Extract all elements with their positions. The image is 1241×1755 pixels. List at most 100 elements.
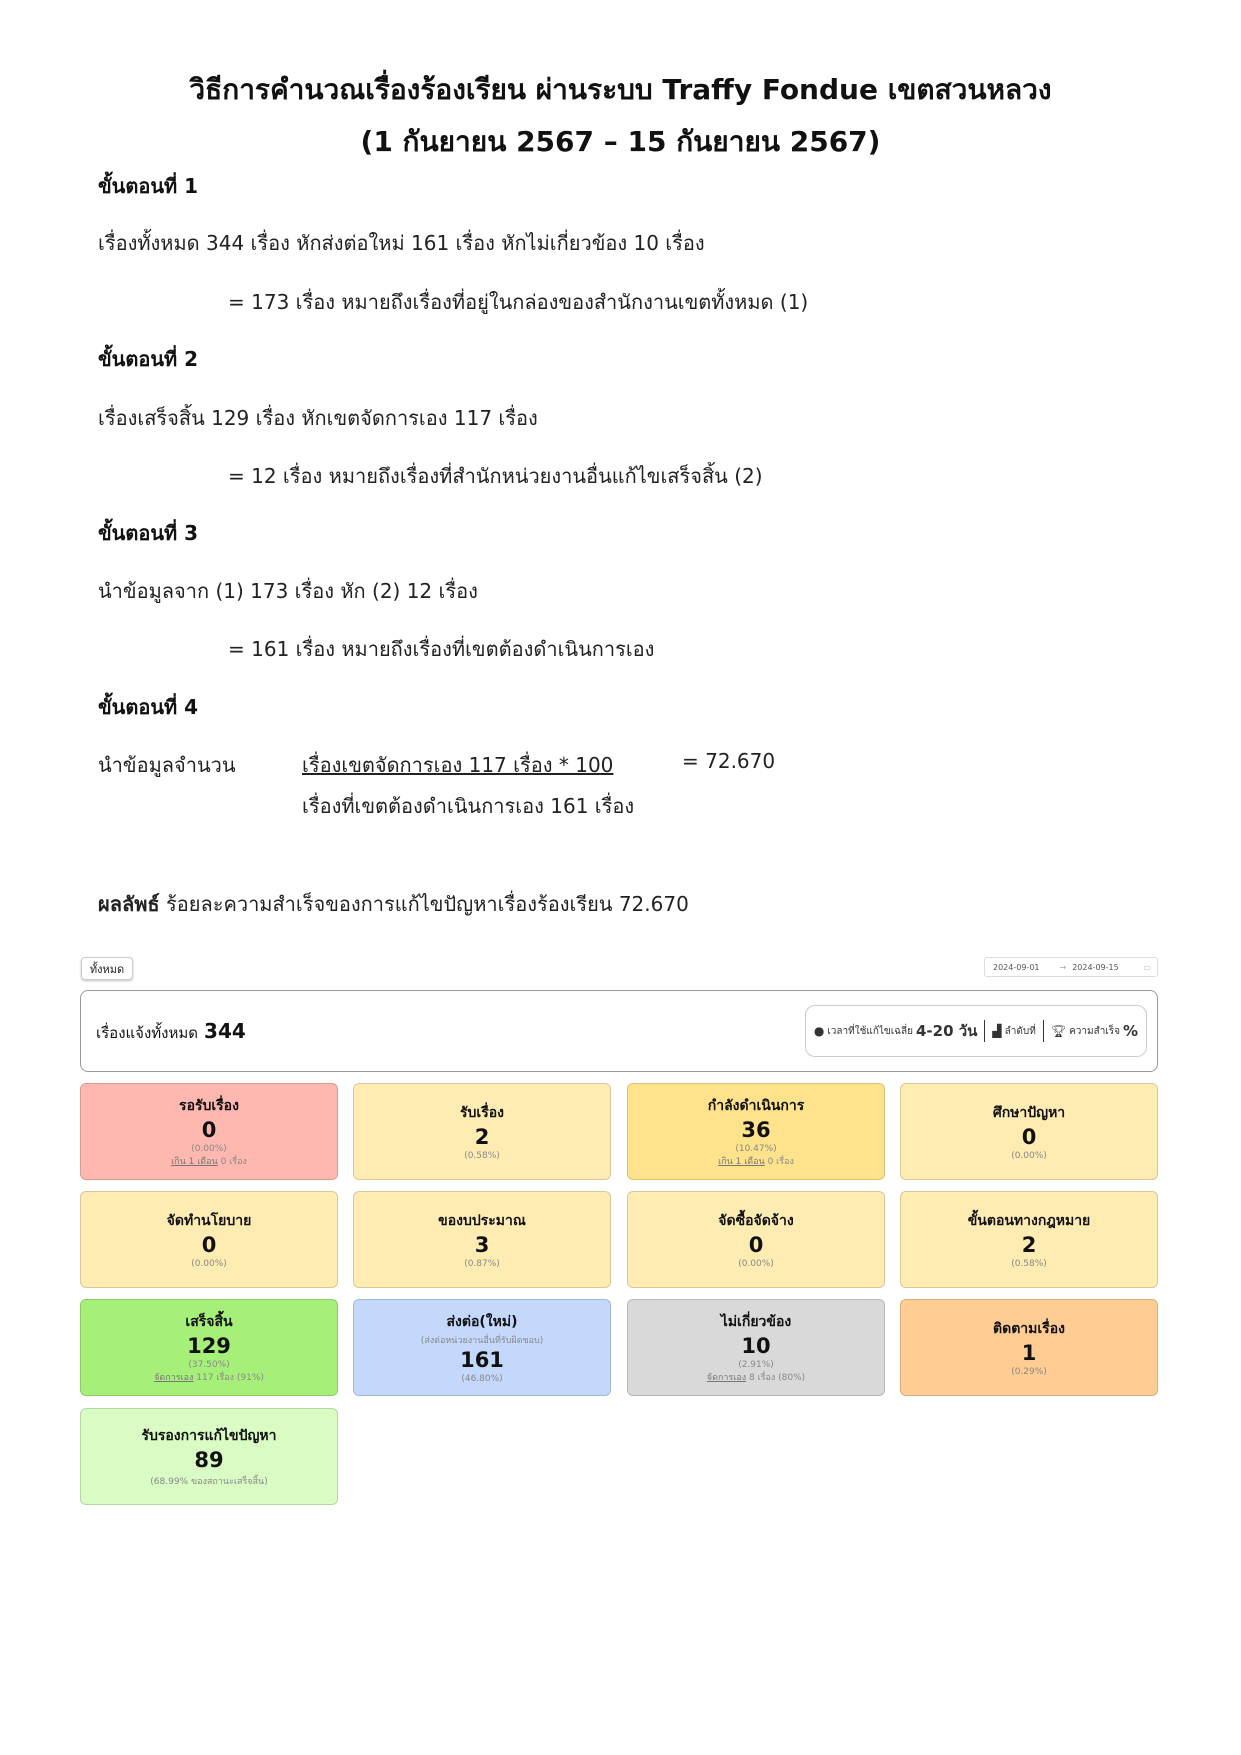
avg-time-label: เวลาที่ใช้แก้ไขเฉลี่ย xyxy=(827,1025,913,1037)
card-value: 2 xyxy=(474,1125,490,1149)
card-value: 10 xyxy=(741,1334,771,1358)
card-percent: (0.00%) xyxy=(191,1259,227,1269)
avg-time-value: 4-20 วัน xyxy=(915,1022,978,1040)
step-4-heading: ขั้นตอนที่ 4 xyxy=(98,695,199,719)
card-name: รับรองการแก้ไขปัญหา xyxy=(141,1428,277,1444)
card-percent: (2.91%) xyxy=(738,1360,774,1370)
step-3-result: = 161 เรื่อง หมายถึงเรื่องที่เขตต้องดำเน… xyxy=(228,637,655,661)
arrow-icon: → xyxy=(1059,962,1067,972)
card-name: จัดซื้อจัดจ้าง xyxy=(718,1213,794,1229)
status-card[interactable]: จัดซื้อจัดจ้าง 0 (0.00%) xyxy=(627,1191,885,1288)
divider xyxy=(984,1020,986,1042)
card-name: กำลังดำเนินการ xyxy=(707,1098,805,1114)
card-name: ของบประมาณ xyxy=(438,1213,526,1229)
card-name: ติดตามเรื่อง xyxy=(993,1321,1065,1337)
card-sub-link[interactable]: เกิน 1 เดือน xyxy=(718,1157,765,1167)
card-sub-text: 0 เรื่อง xyxy=(217,1157,247,1167)
card-percent: (10.47%) xyxy=(735,1144,777,1154)
date-range-picker[interactable]: 2024-09-01 → 2024-09-15 ▭ xyxy=(984,957,1158,977)
card-subtext: เกิน 1 เดือน 0 เรื่อง xyxy=(718,1154,794,1168)
conclusion: ผลลัพธ์ ร้อยละความสำเร็จของการแก้ไขปัญหา… xyxy=(98,888,689,920)
card-subtext: จัดการเอง 8 เรื่อง (80%) xyxy=(707,1370,805,1384)
card-value: 1 xyxy=(1021,1341,1037,1365)
step-2-line: เรื่องเสร็จสิ้น 129 เรื่อง หักเขตจัดการเ… xyxy=(98,406,538,430)
card-subtext: จัดการเอง 117 เรื่อง (91%) xyxy=(154,1370,264,1384)
step-4-label: นำข้อมูลจำนวน xyxy=(98,753,236,777)
stats-box: ● เวลาที่ใช้แก้ไขเฉลี่ย 4-20 วัน ▟ ลำดับ… xyxy=(804,1005,1147,1057)
card-percent: (0.00%) xyxy=(738,1259,774,1269)
card-value: 3 xyxy=(474,1233,490,1257)
card-subtext: เกิน 1 เดือน 0 เรื่อง xyxy=(171,1154,247,1168)
status-card[interactable]: ส่งต่อ(ใหม่) (ส่งต่อหน่วยงานอื่นที่รับผิด… xyxy=(353,1299,611,1396)
card-name: ศึกษาปัญหา xyxy=(992,1105,1066,1121)
card-name: รับเรื่อง xyxy=(460,1105,504,1121)
card-percent: (0.00%) xyxy=(191,1144,227,1154)
success-label: ความสำเร็จ xyxy=(1069,1025,1120,1037)
fraction-numerator: เรื่องเขตจัดการเอง 117 เรื่อง * 100 xyxy=(302,753,614,777)
card-percent: (0.29%) xyxy=(1011,1367,1047,1377)
rank-label: ลำดับที่ xyxy=(1004,1025,1036,1037)
status-card[interactable]: จัดทำนโยบาย 0 (0.00%) xyxy=(80,1191,338,1288)
card-percent: (0.58%) xyxy=(1011,1259,1047,1269)
card-sub-text: 117 เรื่อง (91%) xyxy=(193,1373,264,1383)
status-card[interactable]: ของบประมาณ 3 (0.87%) xyxy=(353,1191,611,1288)
document-subtitle: (1 กันยายน 2567 – 15 กันยายน 2567) xyxy=(360,125,881,158)
step-2-heading: ขั้นตอนที่ 2 xyxy=(98,347,199,371)
card-sub-link[interactable]: เกิน 1 เดือน xyxy=(171,1157,218,1167)
card-percent: (0.58%) xyxy=(464,1151,500,1161)
step-1-line: เรื่องทั้งหมด 344 เรื่อง หักส่งต่อใหม่ 1… xyxy=(98,231,705,255)
card-value: 0 xyxy=(201,1233,217,1257)
step-4-result: = 72.670 xyxy=(682,749,776,773)
card-sub-link[interactable]: จัดการเอง xyxy=(706,1373,747,1383)
card-sub-link[interactable]: จัดการเอง xyxy=(154,1373,194,1383)
filter-all-button[interactable]: ทั้งหมด xyxy=(81,957,133,980)
card-value: 2 xyxy=(1021,1233,1037,1257)
status-card[interactable]: ติดตามเรื่อง 1 (0.29%) xyxy=(900,1299,1158,1396)
card-value: 129 xyxy=(187,1334,231,1358)
conclusion-text: ร้อยละความสำเร็จของการแก้ไขปัญหาเรื่องร้… xyxy=(165,892,689,916)
card-percent: (37.50%) xyxy=(188,1360,230,1370)
card-value: 161 xyxy=(460,1348,504,1372)
status-card[interactable]: ศึกษาปัญหา 0 (0.00%) xyxy=(900,1083,1158,1180)
card-percent: (0.87%) xyxy=(464,1259,500,1269)
user-clock-icon: ● xyxy=(813,1024,825,1038)
summary-total: เรื่องแจ้งทั้งหมด 344 xyxy=(96,1019,246,1045)
card-sub-text: 8 เรื่อง (80%) xyxy=(746,1373,806,1383)
ranking-icon: ▟ xyxy=(992,1024,1002,1038)
document-title: วิธีการคำนวณเรื่องร้องเรียน ผ่านระบบ Tra… xyxy=(189,73,1052,106)
summary-label: เรื่องแจ้งทั้งหมด xyxy=(96,1024,199,1042)
card-percent: (68.99% ของสถานะเสร็จสิ้น) xyxy=(150,1477,268,1487)
status-card[interactable]: กำลังดำเนินการ 36 (10.47%) เกิน 1 เดือน 0 เ… xyxy=(627,1083,885,1180)
status-card[interactable]: ไม่เกี่ยวข้อง 10 (2.91%) จัดการเอง 8 เรื่อง… xyxy=(627,1299,885,1396)
step-3-heading: ขั้นตอนที่ 3 xyxy=(98,521,199,545)
divider xyxy=(1042,1020,1044,1042)
step-1-heading: ขั้นตอนที่ 1 xyxy=(98,174,199,198)
date-to[interactable]: 2024-09-15 xyxy=(1072,962,1119,972)
trophy-icon: 🏆︎ xyxy=(1050,1024,1067,1038)
card-name: รอรับเรื่อง xyxy=(179,1098,239,1114)
card-name: เสร็จสิ้น xyxy=(185,1314,233,1330)
card-percent: (0.00%) xyxy=(1011,1151,1047,1161)
step-1-result: = 173 เรื่อง หมายถึงเรื่องที่อยู่ในกล่อง… xyxy=(228,290,809,314)
card-note: (ส่งต่อหน่วยงานอื่นที่รับผิดชอบ) xyxy=(420,1336,544,1346)
summary-total-value: 344 xyxy=(204,1019,246,1043)
conclusion-label: ผลลัพธ์ xyxy=(98,892,160,916)
card-value: 89 xyxy=(194,1448,224,1472)
calendar-icon[interactable]: ▭ xyxy=(1143,962,1151,972)
card-name: ส่งต่อ(ใหม่) xyxy=(446,1314,518,1330)
status-card[interactable]: เสร็จสิ้น 129 (37.50%) จัดการเอง 117 เรื่อง… xyxy=(80,1299,338,1396)
card-name: ขั้นตอนทางกฎหมาย xyxy=(967,1213,1091,1229)
card-value: 36 xyxy=(741,1118,771,1142)
date-from[interactable]: 2024-09-01 xyxy=(993,962,1040,972)
status-card[interactable]: รับรองการแก้ไขปัญหา 89 (68.99% ของสถานะเสร… xyxy=(80,1408,338,1505)
success-value: % xyxy=(1122,1022,1138,1040)
card-name: ไม่เกี่ยวข้อง xyxy=(720,1314,792,1330)
card-sub-text: 0 เรื่อง xyxy=(764,1157,794,1167)
card-name: จัดทำนโยบาย xyxy=(166,1213,252,1229)
card-percent: (46.80%) xyxy=(461,1374,503,1384)
card-value: 0 xyxy=(1021,1125,1037,1149)
status-card[interactable]: รับเรื่อง 2 (0.58%) xyxy=(353,1083,611,1180)
card-value: 0 xyxy=(748,1233,764,1257)
status-card[interactable]: ขั้นตอนทางกฎหมาย 2 (0.58%) xyxy=(900,1191,1158,1288)
status-card[interactable]: รอรับเรื่อง 0 (0.00%) เกิน 1 เดือน 0 เรื่อง xyxy=(80,1083,338,1180)
